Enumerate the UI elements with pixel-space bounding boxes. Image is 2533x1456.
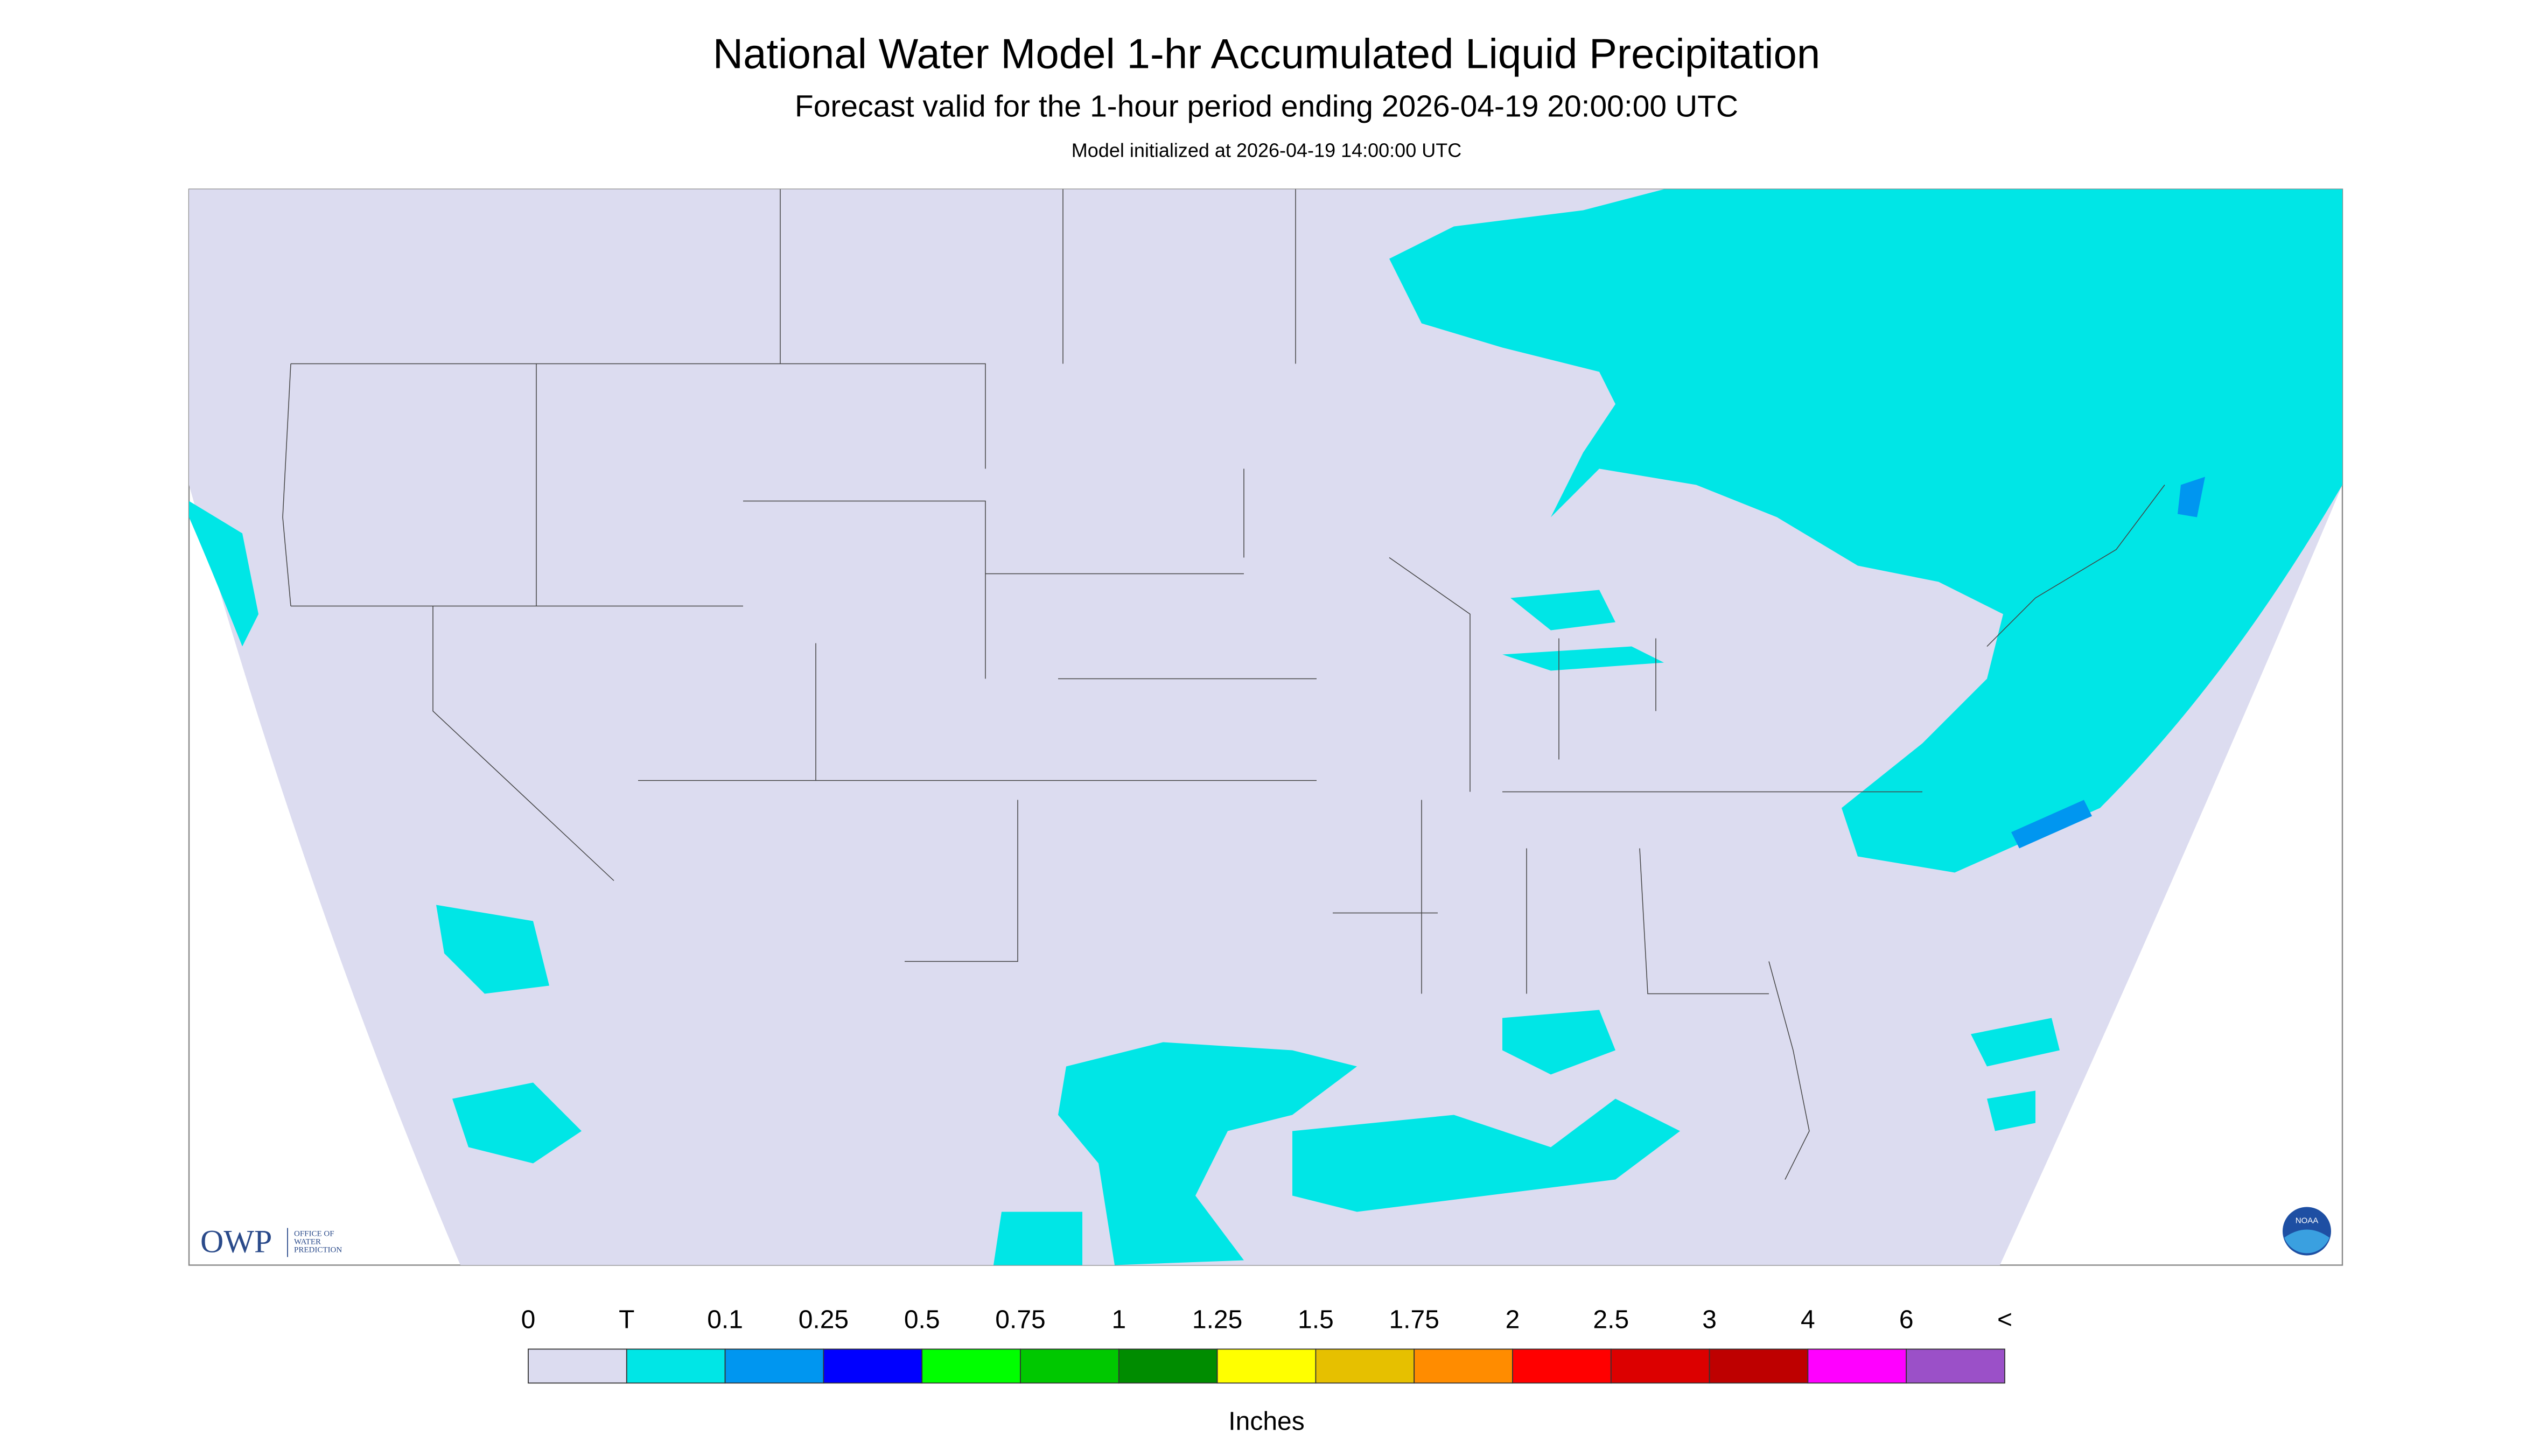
legend-swatch (1807, 1348, 1907, 1384)
legend-label: 1.5 (1298, 1306, 1334, 1334)
precip-gulf (993, 1098, 1680, 1265)
legend-swatch (1118, 1348, 1218, 1384)
precip-scattered (436, 905, 1615, 1164)
legend-label: 4 (1801, 1306, 1815, 1334)
legend-label: 3 (1702, 1306, 1717, 1334)
precip-moderate (2011, 477, 2205, 849)
legend-label: < (1997, 1306, 2012, 1334)
precip-midwest (1502, 590, 1664, 671)
legend-swatch (1414, 1348, 1513, 1384)
state-borders (282, 189, 2165, 1180)
legend-swatch (1216, 1348, 1317, 1384)
legend-label: 2 (1506, 1306, 1520, 1334)
legend-swatch (921, 1348, 1021, 1384)
noaa-text: NOAA (2296, 1216, 2319, 1226)
legend-label: 1.75 (1389, 1306, 1439, 1334)
precip-pacific (189, 501, 258, 647)
legend-unit: Inches (1228, 1408, 1304, 1436)
precip-northeast (1389, 189, 2342, 873)
subtitle: Forecast valid for the 1-hour period end… (795, 89, 1738, 124)
legend-swatch (1906, 1348, 2005, 1384)
legend-label: 6 (1899, 1306, 1914, 1334)
legend-label: 0 (521, 1306, 536, 1334)
legend-swatch (528, 1348, 627, 1384)
legend-swatch (1512, 1348, 1612, 1384)
title: National Water Model 1-hr Accumulated Li… (713, 30, 1821, 78)
precip-areas (189, 189, 2342, 1265)
legend-label: 0.25 (799, 1306, 849, 1334)
legend-label: 0.1 (707, 1306, 743, 1334)
legend-swatch (1020, 1348, 1119, 1384)
precip-atlantic (1971, 1018, 2060, 1131)
init-note: Model initialized at 2026-04-19 14:00:00… (1072, 139, 1461, 162)
legend-swatch (626, 1348, 726, 1384)
legend-label: 0.5 (904, 1306, 940, 1334)
legend-swatch (1315, 1348, 1415, 1384)
legend-swatch (823, 1348, 923, 1384)
legend-label: 2.5 (1593, 1306, 1629, 1334)
noaa-wave (2284, 1229, 2329, 1254)
legend: 0 T 0.1 0.25 0.5 0.75 1 1.25 1.5 1.75 2 2.5 3 4 6 < (521, 1306, 2012, 1384)
legend-label: 0.75 (995, 1306, 1045, 1334)
owp-logo-line: PREDICTION (294, 1246, 342, 1255)
legend-swatch (724, 1348, 824, 1384)
owp-logo-text: OWP (200, 1224, 272, 1259)
legend-label: 1 (1111, 1306, 1126, 1334)
precip-gulf-west (1058, 1042, 1357, 1265)
owp-logo-line: OFFICE OF (294, 1230, 334, 1238)
legend-swatch (1709, 1348, 1809, 1384)
noaa-logo: NOAA (2283, 1207, 2331, 1256)
legend-label: 1.25 (1192, 1306, 1242, 1334)
legend-label: T (619, 1306, 634, 1334)
owp-logo-line: WATER (294, 1238, 321, 1247)
legend-swatch (1610, 1348, 1710, 1384)
coastlines (282, 363, 2165, 1180)
state-lines (291, 189, 1922, 995)
